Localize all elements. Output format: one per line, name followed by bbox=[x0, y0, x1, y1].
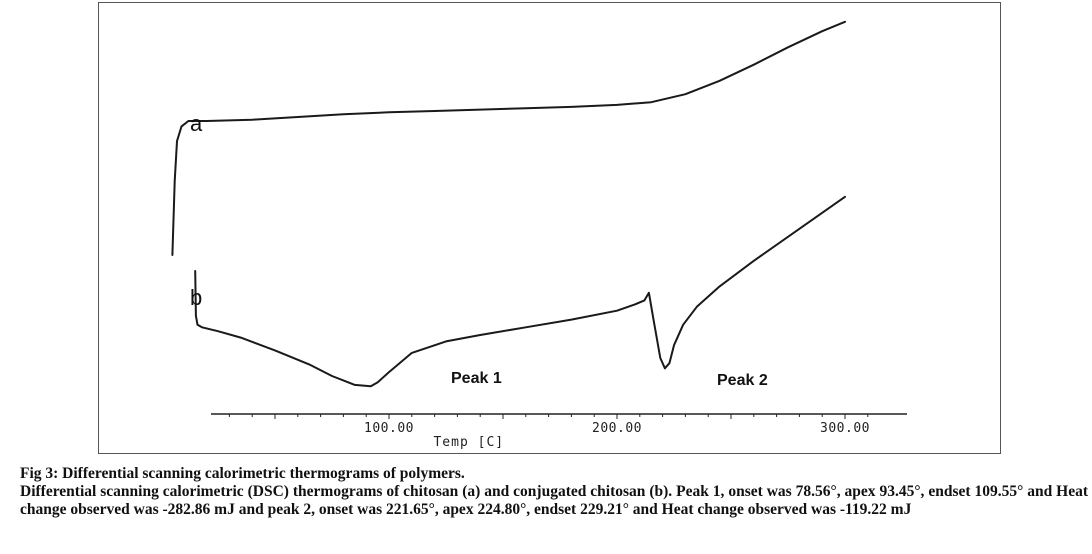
series-label-a: a bbox=[190, 111, 203, 136]
peak-annotation-1: Peak 1 bbox=[451, 370, 502, 387]
series-curve-a bbox=[171, 20, 846, 256]
x-tick-label: 200.00 bbox=[592, 421, 642, 436]
dsc-thermogram-chart: 100.00 200.00 300.00 Temp [C] a b Peak 1 Peak … bbox=[171, 20, 907, 450]
x-tick-label: 100.00 bbox=[364, 421, 414, 436]
label-group: a b Peak 1 Peak 2 bbox=[190, 111, 768, 389]
series-group bbox=[171, 20, 846, 388]
peak-annotation-2: Peak 2 bbox=[717, 372, 768, 389]
x-tick-label: 300.00 bbox=[820, 421, 870, 436]
series-label-b: b bbox=[190, 285, 202, 310]
figure-caption: Fig 3: Differential scanning calorimetri… bbox=[20, 465, 1088, 519]
caption-title: Fig 3: Differential scanning calorimetri… bbox=[20, 465, 465, 482]
series-curve-b bbox=[194, 195, 846, 388]
x-axis-title: Temp [C] bbox=[433, 435, 504, 450]
caption-body: Differential scanning calorimetric (DSC)… bbox=[20, 483, 1088, 518]
figure-frame: 100.00 200.00 300.00 Temp [C] a b Peak 1 Peak … bbox=[98, 2, 1001, 454]
x-axis: 100.00 200.00 300.00 Temp [C] bbox=[211, 413, 907, 450]
